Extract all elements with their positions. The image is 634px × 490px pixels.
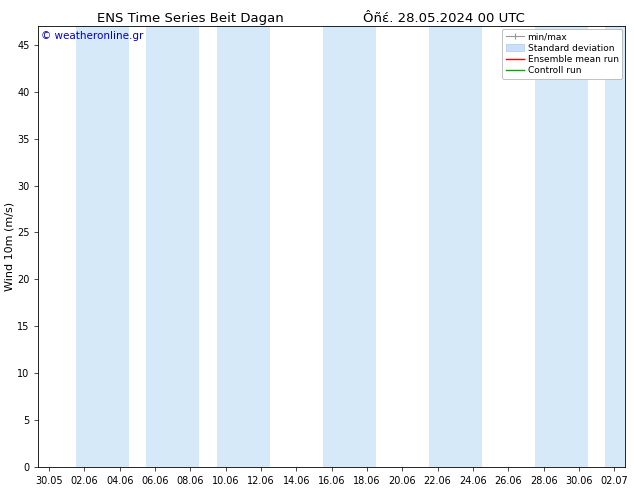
Bar [534, 26, 588, 467]
Bar [429, 26, 482, 467]
Bar [75, 26, 129, 467]
Bar [323, 26, 376, 467]
Text: Ôñέ. 28.05.2024 00 UTC: Ôñέ. 28.05.2024 00 UTC [363, 12, 525, 25]
Bar [146, 26, 199, 467]
Bar [605, 26, 634, 467]
Text: ENS Time Series Beit Dagan: ENS Time Series Beit Dagan [97, 12, 283, 25]
Text: © weatheronline.gr: © weatheronline.gr [41, 30, 144, 41]
Legend: min/max, Standard deviation, Ensemble mean run, Controll run: min/max, Standard deviation, Ensemble me… [502, 29, 622, 79]
Y-axis label: Wind 10m (m/s): Wind 10m (m/s) [4, 202, 14, 291]
Bar [217, 26, 270, 467]
